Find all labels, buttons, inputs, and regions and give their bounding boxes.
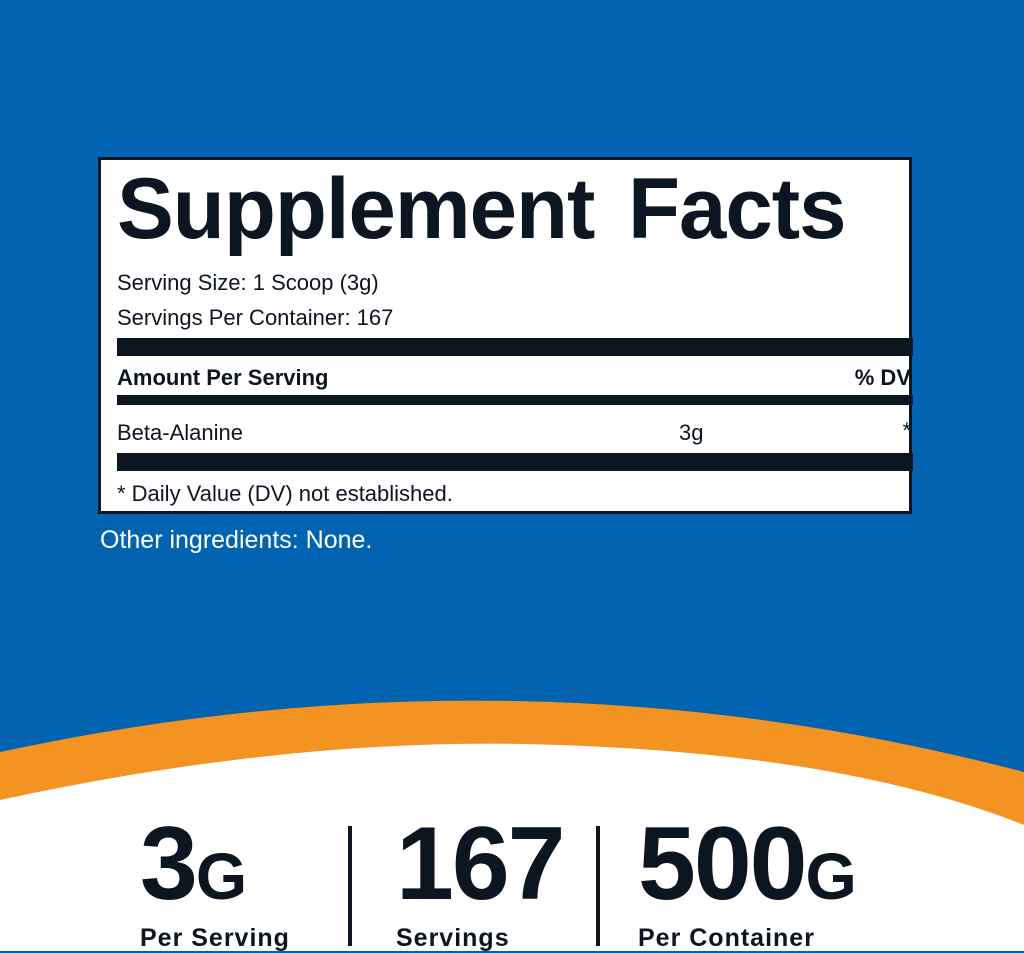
ingredient-name: Beta-Alanine [117, 420, 243, 445]
white-area [0, 743, 1024, 951]
stat-label: Per Serving [140, 924, 290, 952]
stat-value: 3G [140, 806, 248, 922]
other-ingredients: Other ingredients: None. [100, 526, 373, 554]
ingredient-amount: 3g [679, 420, 704, 445]
stat-label: Per Container [638, 924, 815, 952]
facts-title: Supplement Facts [117, 166, 846, 252]
footnote: * Daily Value (DV) not established. [117, 481, 453, 506]
stat-divider [348, 826, 352, 946]
serving-size: Serving Size: 1 Scoop (3g) [117, 270, 379, 295]
stat-value: 167 [396, 806, 566, 922]
medium-divider [117, 395, 913, 405]
stat-servings: 167 Servings [396, 806, 566, 953]
stat-per-serving: 3G Per Serving [140, 812, 290, 953]
thick-divider [117, 338, 913, 356]
amount-header: Amount Per Serving [117, 365, 329, 390]
stat-per-container: 500G Per Container [638, 812, 857, 953]
stat-label: Servings [396, 924, 510, 952]
title-word-facts: Facts [627, 161, 846, 257]
dv-header: % DV [854, 365, 911, 390]
stat-divider [596, 826, 600, 946]
ingredient-dv: * [902, 418, 911, 443]
title-word-supplement: Supplement [117, 161, 595, 257]
servings-per-container: Servings Per Container: 167 [117, 305, 394, 330]
stat-value: 500G [638, 806, 857, 922]
supplement-facts-panel: Supplement Facts Serving Size: 1 Scoop (3… [98, 157, 913, 514]
thick-divider [117, 453, 913, 471]
